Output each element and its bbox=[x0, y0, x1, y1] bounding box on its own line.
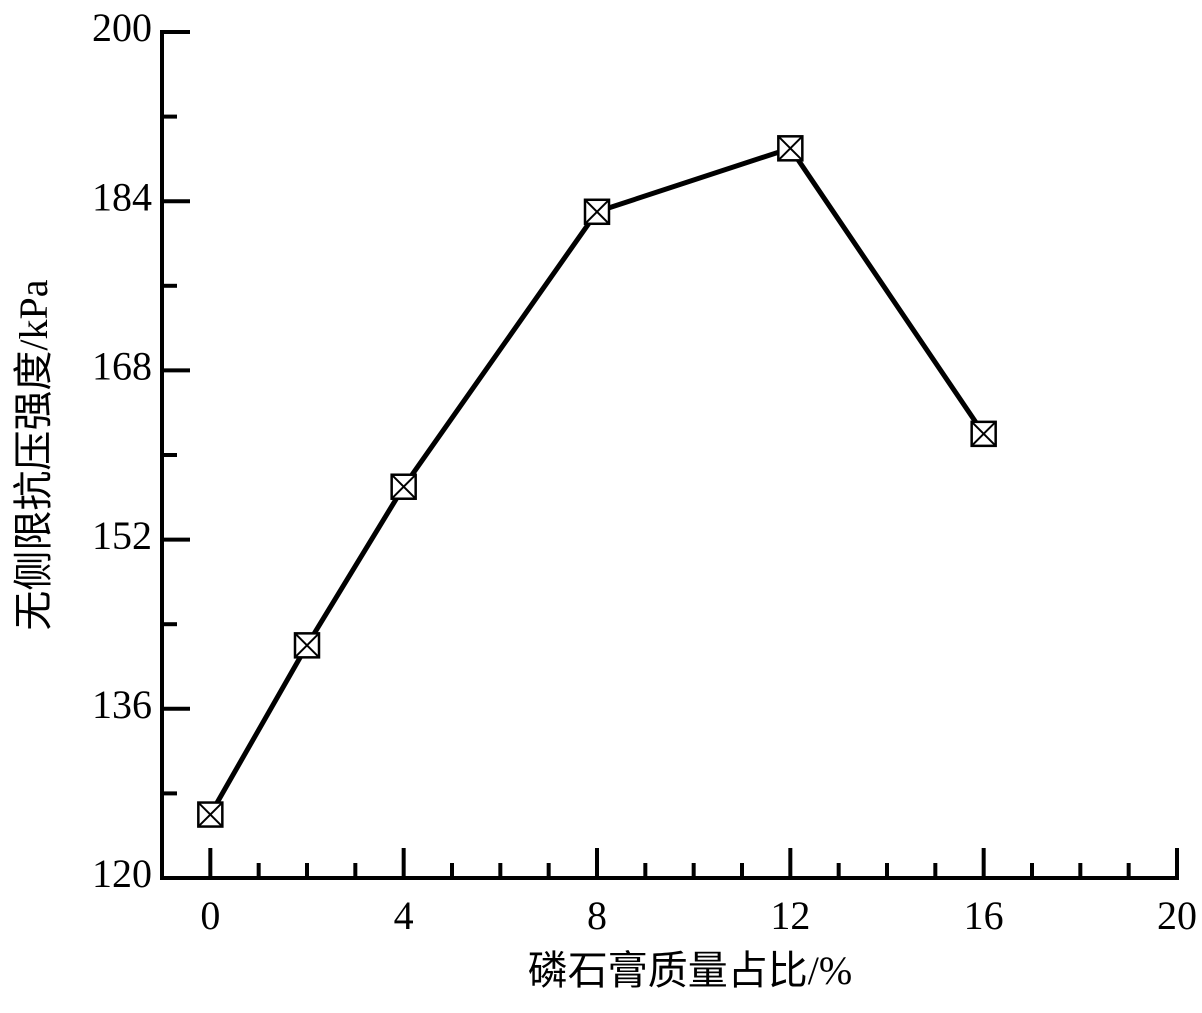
y-tick-label: 120 bbox=[92, 851, 152, 896]
marker bbox=[197, 801, 224, 828]
x-tick-label: 4 bbox=[394, 893, 414, 938]
marker bbox=[970, 420, 997, 448]
series-line bbox=[208, 145, 986, 816]
marker-part bbox=[390, 474, 417, 500]
x-tick-label: 12 bbox=[770, 893, 810, 938]
marker-part bbox=[584, 199, 610, 225]
y-tick-label: 136 bbox=[92, 682, 152, 727]
y-tick-label: 200 bbox=[92, 5, 152, 50]
y-tick-label: 184 bbox=[92, 174, 152, 219]
marker bbox=[583, 198, 611, 226]
marker bbox=[777, 135, 804, 162]
x-tick-label: 8 bbox=[587, 893, 607, 938]
marker bbox=[293, 632, 321, 659]
y-tick-label: 168 bbox=[92, 344, 152, 389]
x-tick-label: 20 bbox=[1157, 893, 1197, 938]
y-tick-label: 152 bbox=[92, 513, 152, 558]
marker-part bbox=[777, 135, 804, 162]
marker-part bbox=[970, 421, 997, 447]
x-tick-label: 0 bbox=[200, 893, 220, 938]
x-axis-label: 磷石膏质量占比/% bbox=[528, 948, 852, 993]
marker bbox=[390, 473, 417, 500]
marker-part bbox=[197, 801, 224, 828]
x-tick-label: 16 bbox=[964, 893, 1004, 938]
y-axis-label: 无侧限抗压强度/kPa bbox=[11, 279, 56, 630]
marker-part bbox=[294, 632, 320, 659]
